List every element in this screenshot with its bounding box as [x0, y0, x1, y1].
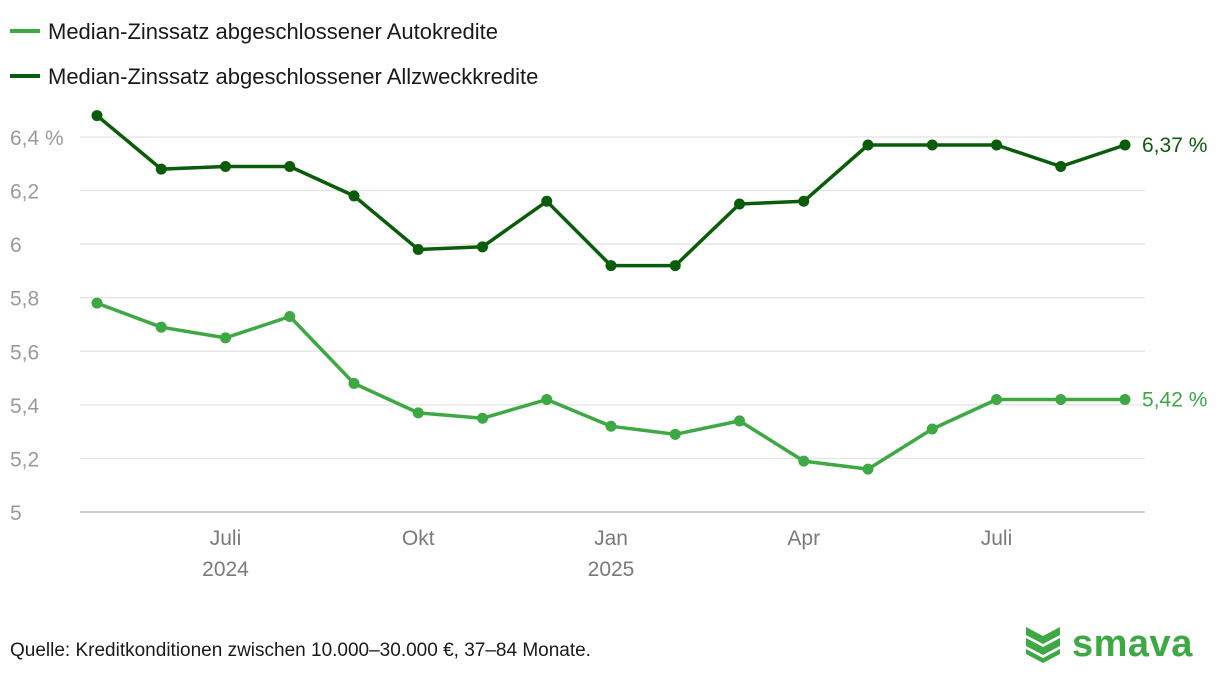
- y-tick-label: 5,6: [10, 341, 39, 364]
- data-point: [477, 241, 488, 253]
- x-tick-year-label: 2025: [588, 558, 635, 581]
- data-point: [1055, 394, 1067, 405]
- end-labels: 5,42 % 6,37 %: [1142, 134, 1207, 411]
- data-point: [669, 260, 681, 272]
- data-point: [862, 139, 874, 151]
- data-point: [220, 332, 231, 344]
- data-point: [412, 407, 424, 419]
- line-chart: Median-Zinssatz abgeschlossener Autokred…: [10, 19, 1207, 581]
- end-value-label: 5,42 %: [1142, 389, 1207, 412]
- data-point: [605, 420, 617, 432]
- legend-label: Median-Zinssatz abgeschlossener Allzweck…: [48, 64, 538, 89]
- data-point: [1055, 160, 1067, 172]
- legend: Median-Zinssatz abgeschlossener Autokred…: [10, 19, 538, 89]
- data-point: [926, 139, 938, 151]
- data-point: [926, 423, 938, 435]
- data-point: [477, 412, 488, 424]
- data-point: [412, 244, 424, 255]
- data-point: [734, 198, 745, 210]
- x-tick-label: Okt: [402, 527, 435, 550]
- series-allzweckkredite: [91, 110, 1131, 272]
- data-point: [991, 394, 1002, 405]
- data-point: [1119, 139, 1131, 151]
- data-point: [1119, 394, 1131, 405]
- y-tick-label: 5,2: [10, 448, 39, 471]
- data-point: [220, 160, 231, 172]
- data-point: [91, 110, 103, 122]
- y-tick-label: 5,4: [10, 395, 40, 418]
- x-tick-label: Juli: [981, 527, 1013, 550]
- series-group: [91, 110, 1131, 475]
- data-point: [91, 297, 103, 309]
- x-tick-label: Juli: [210, 527, 242, 550]
- data-point: [669, 428, 681, 440]
- data-point: [348, 190, 360, 202]
- y-tick-label: 5: [10, 502, 22, 525]
- data-point: [862, 463, 874, 475]
- data-point: [541, 394, 553, 405]
- data-point: [734, 415, 745, 427]
- series-line: [95, 301, 1127, 471]
- end-value-label: 6,37 %: [1142, 134, 1207, 157]
- brand-logo: smava: [1024, 622, 1214, 666]
- y-tick-label: 6,4 %: [10, 127, 64, 150]
- y-tick-label: 5,8: [10, 288, 39, 311]
- x-tick-label: Jan: [594, 527, 628, 550]
- data-point: [991, 139, 1002, 151]
- x-tick-year-label: 2024: [202, 558, 249, 581]
- smava-chevron-logo-icon: [1026, 627, 1060, 663]
- y-tick-label: 6: [10, 234, 22, 257]
- data-point: [798, 195, 810, 207]
- y-tick-label: 6,2: [10, 181, 39, 204]
- data-point: [284, 310, 296, 322]
- data-point: [605, 260, 617, 272]
- data-point: [155, 163, 167, 175]
- x-tick-label: Apr: [787, 527, 820, 550]
- data-point: [155, 321, 167, 333]
- data-point: [798, 455, 810, 467]
- x-axis: Juli 2024 Okt Jan 2025 Apr Juli: [202, 527, 1012, 581]
- series-autokredite: [91, 297, 1131, 475]
- data-point: [348, 377, 360, 389]
- legend-label: Median-Zinssatz abgeschlossener Autokred…: [48, 19, 498, 44]
- data-point: [284, 160, 296, 172]
- y-axis: 5 5,2 5,4 5,6 5,8 6 6,2 6,4 %: [10, 127, 64, 525]
- grid-lines: [80, 136, 1145, 513]
- source-note: Quelle: Kreditkonditionen zwischen 10.00…: [10, 640, 591, 661]
- logo-text: smava: [1072, 622, 1193, 665]
- data-point: [541, 195, 553, 207]
